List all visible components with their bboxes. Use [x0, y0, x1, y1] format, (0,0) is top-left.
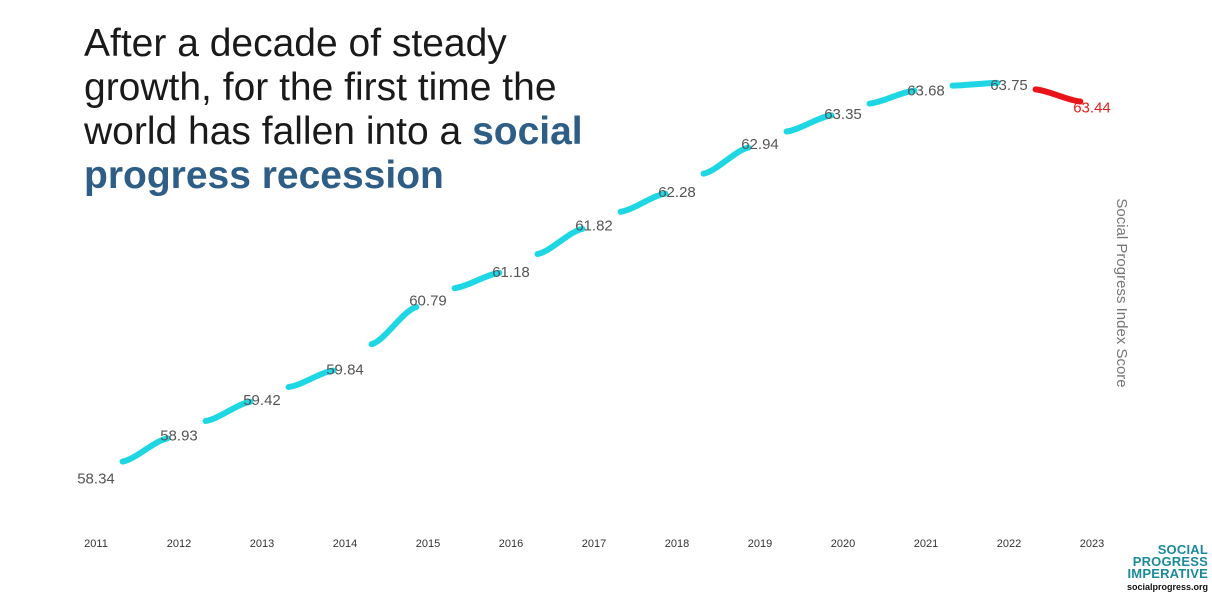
- segment-2016-2017: [534, 225, 586, 258]
- x-tick-2020: 2020: [831, 538, 855, 550]
- value-label-2015: 60.79: [409, 292, 447, 309]
- x-tick-2016: 2016: [499, 538, 523, 550]
- chart-title-highlight: social progress recession: [84, 110, 583, 197]
- x-tick-2014: 2014: [333, 538, 357, 550]
- x-tick-2017: 2017: [582, 538, 606, 550]
- data-labels: 58.34 58.93 59.42 59.84 60.79 61.18 61.82 62.28…: [77, 77, 1111, 487]
- segment-2014-2015: [368, 303, 420, 348]
- value-label-2021: 63.68: [907, 82, 945, 99]
- logo-line-3: IMPERATIVE: [1127, 566, 1208, 581]
- series-line: [119, 79, 1084, 465]
- value-label-2014: 59.84: [326, 361, 364, 378]
- drop-lines: [95, 98, 1093, 527]
- x-tick-2019: 2019: [748, 538, 772, 550]
- value-label-2011: 58.34: [77, 470, 115, 487]
- value-label-2018: 62.28: [658, 184, 696, 201]
- segment-2020-2021: [866, 87, 918, 107]
- x-tick-2022: 2022: [997, 538, 1021, 550]
- chart-title: After a decade of steady growth, for the…: [84, 22, 644, 198]
- x-tick-2023: 2023: [1080, 538, 1104, 550]
- segment-2018-2019: [700, 144, 752, 177]
- chart-title-text: After a decade of steady growth, for the…: [84, 22, 557, 153]
- value-label-2012: 58.93: [160, 427, 198, 444]
- segment-2013-2014: [285, 367, 337, 391]
- x-tick-2013: 2013: [250, 538, 274, 550]
- value-label-2016: 61.18: [492, 264, 530, 281]
- segment-2021-2022: [949, 79, 1001, 89]
- value-label-2017: 61.82: [575, 217, 613, 234]
- segment-2015-2016: [451, 269, 503, 292]
- brand-logo: SOCIAL PROGRESS IMPERATIVE socialprogres…: [1126, 542, 1208, 593]
- x-tick-2018: 2018: [665, 538, 689, 550]
- y-axis-label: Social Progress Index Score: [1113, 198, 1130, 387]
- x-axis-tick-labels: 2011 2012 2013 2014 2015 2016 2017 2018 2019 2020…: [84, 538, 1104, 550]
- x-tick-2021: 2021: [914, 538, 938, 550]
- x-tick-2012: 2012: [167, 538, 191, 550]
- segment-2022-2023: [1032, 86, 1084, 105]
- x-tick-2011: 2011: [84, 538, 108, 550]
- logo-website: socialprogress.org: [1126, 582, 1208, 592]
- segment-2019-2020: [783, 112, 835, 135]
- logo-line-2: PROGRESS: [1132, 554, 1208, 569]
- logo-line-1: SOCIAL: [1157, 542, 1208, 557]
- value-label-2022: 63.75: [990, 77, 1028, 94]
- segment-2011-2012: [119, 435, 171, 465]
- value-label-2013: 59.42: [243, 392, 281, 409]
- value-label-2019: 62.94: [741, 136, 779, 153]
- x-tick-2015: 2015: [416, 538, 440, 550]
- segment-2017-2018: [617, 190, 669, 215]
- value-label-2023: 63.44: [1073, 100, 1111, 117]
- segment-2012-2013: [202, 398, 254, 425]
- value-label-2020: 63.35: [824, 106, 862, 123]
